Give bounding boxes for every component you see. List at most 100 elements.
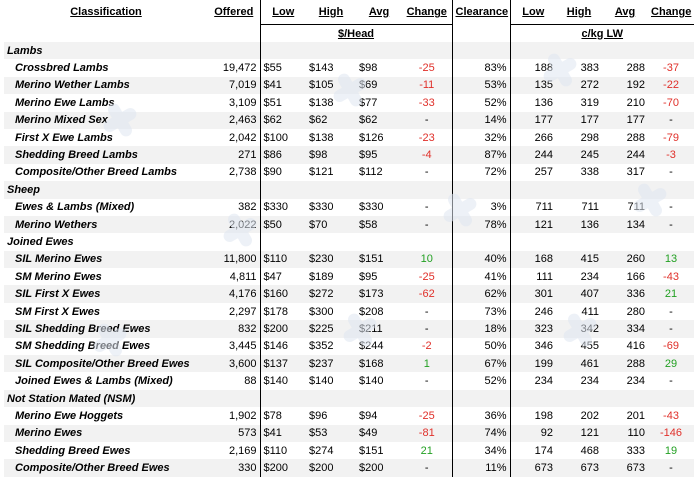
offered-cell: 3,445 <box>208 337 260 356</box>
table-row: SM Shedding Breed Ewes 3,445 $146 $352 $244-… <box>4 337 694 356</box>
table-row: Merino Wether Lambs 7,019 $41 $105 $69 -11 53%… <box>4 76 694 95</box>
high-price-cell: $274 <box>306 441 356 460</box>
table-row: Merino Ewe Lambs 3,109 $51 $138 $77 -33 52% 136… <box>4 94 694 112</box>
low-price-cell: $86 <box>259 146 306 164</box>
clearance-cell: 50% <box>451 337 510 356</box>
offered-cell: 832 <box>208 320 260 338</box>
price-change-cell: -62 <box>402 285 452 303</box>
high-lw-cell: 177 <box>556 111 602 129</box>
avg-price-cell: $140 <box>356 372 402 390</box>
price-change-cell: -25 <box>402 59 452 77</box>
low-price-cell: $110 <box>259 441 306 460</box>
avg-price-cell: $151 <box>356 441 402 460</box>
price-change-cell: -4 <box>402 146 452 164</box>
table-row: SIL Composite/Other Breed Ewes 3,600 $137 $… <box>4 355 694 373</box>
table-row: Shedding Breed Lambs 271 $86 $98 $95 -4 87% 244… <box>4 146 694 164</box>
low-price-cell: $110 <box>259 250 306 269</box>
avg-price-cell: $58 <box>356 215 402 234</box>
high-lw-cell: 342 <box>556 320 602 338</box>
empty-cell <box>402 233 452 251</box>
high-price-cell: $70 <box>306 215 356 234</box>
empty-cell <box>648 233 694 251</box>
classification-cell: SIL First X Ewes <box>4 285 208 303</box>
high-lw-cell: 415 <box>556 250 602 269</box>
high-lw-cell: 245 <box>556 146 602 164</box>
high-price-cell: $189 <box>306 268 356 286</box>
high-price-cell: $96 <box>306 407 356 425</box>
avg-lw-cell: 333 <box>602 441 648 460</box>
table-row: Merino Ewes 573 $41 $53 $49 -81 74% 92 121 110 -14… <box>4 424 694 442</box>
group-label: Lambs <box>4 42 208 60</box>
low-lw-cell: 266 <box>509 128 556 147</box>
low-lw-cell: 92 <box>509 424 556 442</box>
lw-change-cell: -69 <box>648 337 694 356</box>
clearance-cell: 74% <box>451 424 510 442</box>
high-price-cell: $330 <box>306 198 356 216</box>
clearance-cell: 73% <box>451 302 510 321</box>
lw-change-cell: -3 <box>648 146 694 164</box>
table-row: Crossbred Lambs 19,472 $55 $143 $98 -25 83% 188… <box>4 59 694 77</box>
empty-cell <box>602 42 648 60</box>
clearance-cell: 34% <box>451 441 510 460</box>
clearance-cell: 40% <box>451 250 510 269</box>
high-lw-cell: 468 <box>556 441 602 460</box>
clearance-cell: 62% <box>451 285 510 303</box>
low-lw-cell: 174 <box>509 441 556 460</box>
high-lw-cell: 711 <box>556 198 602 216</box>
high-lw-cell: 234 <box>556 268 602 286</box>
lw-change-cell: - <box>648 163 694 182</box>
lw-change-cell: -22 <box>648 76 694 95</box>
clearance-cell: 52% <box>451 94 510 112</box>
sheep-market-report: Classification Offered Low High Avg Chan… <box>4 0 694 477</box>
avg-lw-cell: 166 <box>602 268 648 286</box>
low-price-cell: $330 <box>259 198 306 216</box>
lw-change-cell: - <box>648 320 694 338</box>
offered-cell: 11,800 <box>208 250 260 269</box>
classification-cell: SIL Composite/Other Breed Ewes <box>4 355 208 373</box>
empty-cell <box>556 389 602 408</box>
low-lw-cell: 244 <box>509 146 556 164</box>
low-price-cell: $100 <box>259 128 306 147</box>
classification-cell: Merino Wether Lambs <box>4 76 208 95</box>
header-high: High <box>318 6 344 18</box>
price-change-cell: -25 <box>402 407 452 425</box>
classification-cell: Shedding Breed Lambs <box>4 146 208 164</box>
group-header-row: Not Station Mated (NSM) <box>4 389 694 408</box>
offered-cell: 2,297 <box>208 302 260 321</box>
avg-price-cell: $62 <box>356 111 402 129</box>
clearance-cell: 67% <box>451 355 510 373</box>
classification-cell: Ewes & Lambs (Mixed) <box>4 198 208 216</box>
classification-cell: Composite/Other Breed Ewes <box>4 459 208 477</box>
header-change: Change <box>406 6 447 18</box>
avg-price-cell: $95 <box>356 146 402 164</box>
avg-lw-cell: 192 <box>602 76 648 95</box>
empty-cell <box>208 389 260 408</box>
empty-cell <box>356 181 402 199</box>
low-lw-cell: 301 <box>509 285 556 303</box>
lw-change-cell: -146 <box>648 424 694 442</box>
empty-cell <box>356 389 402 408</box>
offered-cell: 2,169 <box>208 441 260 460</box>
offered-cell: 382 <box>208 198 260 216</box>
avg-price-cell: $69 <box>356 76 402 95</box>
empty-cell <box>556 233 602 251</box>
empty-cell <box>451 181 510 199</box>
table-row: SIL First X Ewes 4,176 $160 $272 $173 -62 62% 3… <box>4 285 694 303</box>
units-per-head: $/Head <box>259 24 453 42</box>
group-label: Not Station Mated (NSM) <box>4 389 208 408</box>
offered-cell: 1,902 <box>208 407 260 425</box>
high-lw-cell: 338 <box>556 163 602 182</box>
units-row: $/Head c/kg LW <box>4 24 694 42</box>
low-price-cell: $55 <box>259 59 306 77</box>
group-header-row: Sheep <box>4 181 694 199</box>
table-row: Joined Ewes & Lambs (Mixed) 88 $140 $140 $14… <box>4 372 694 390</box>
empty-cell <box>208 42 260 60</box>
clearance-cell: 32% <box>451 128 510 147</box>
low-lw-cell: 199 <box>509 355 556 373</box>
price-change-cell: - <box>402 198 452 216</box>
high-price-cell: $300 <box>306 302 356 321</box>
low-lw-cell: 198 <box>509 407 556 425</box>
offered-cell: 2,022 <box>208 215 260 234</box>
table-row: Composite/Other Breed Lambs 2,738 $90 $121 $… <box>4 163 694 182</box>
low-lw-cell: 188 <box>509 59 556 77</box>
